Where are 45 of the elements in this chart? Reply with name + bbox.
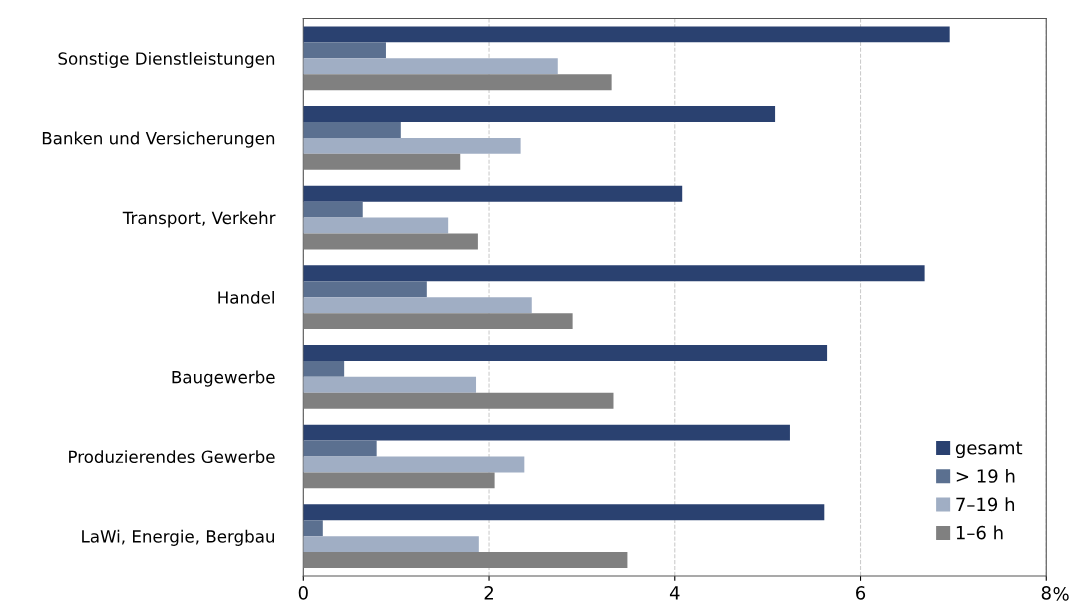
y-tick-label: Baugewerbe (172, 370, 275, 387)
bar (303, 536, 479, 553)
bar (303, 376, 477, 393)
bar (303, 281, 427, 298)
bar (303, 217, 449, 234)
bar (303, 26, 950, 43)
legend-label: gesamt (955, 441, 1023, 459)
bar (303, 313, 573, 330)
x-tick-label: 6 (856, 586, 866, 600)
x-tick-label: 0 (298, 586, 308, 600)
y-tick-label: Produzierendes Gewerbe (69, 450, 275, 464)
bar (303, 424, 790, 441)
bar (303, 297, 532, 314)
bar (303, 233, 478, 250)
x-tick-label: 8 (1041, 586, 1051, 600)
bar (303, 392, 614, 409)
bar (303, 456, 525, 473)
bar (303, 520, 323, 537)
bar (303, 360, 345, 377)
y-tick-label: LaWi, Energie, Bergbau (82, 529, 274, 546)
bar (303, 440, 377, 457)
bar (303, 201, 363, 218)
bar (303, 265, 925, 282)
bar (303, 74, 612, 91)
y-tick-label: Transport, Verkehr (122, 211, 276, 228)
bar (303, 137, 521, 154)
bar (303, 504, 825, 521)
legend-label: 7–19 h (956, 497, 1015, 512)
y-tick-label: Banken und Versicherungen (42, 131, 275, 148)
x-axis-title: % (1053, 587, 1069, 601)
legend-label: > 19 h (956, 468, 1015, 483)
bar (303, 185, 683, 202)
x-tick-label: 4 (669, 586, 680, 600)
legend-label: 1–6 h (956, 525, 1003, 540)
bar (303, 552, 628, 568)
bar (303, 122, 401, 138)
bar (303, 472, 495, 489)
bar (303, 42, 386, 59)
y-tick-label: Sonstige Dienstleistungen (58, 51, 275, 69)
bar (303, 106, 776, 123)
bar (303, 58, 558, 75)
y-tick-label: Handel (218, 290, 274, 304)
bar (303, 345, 828, 361)
bar (303, 153, 461, 170)
x-tick-label: 2 (484, 586, 493, 600)
